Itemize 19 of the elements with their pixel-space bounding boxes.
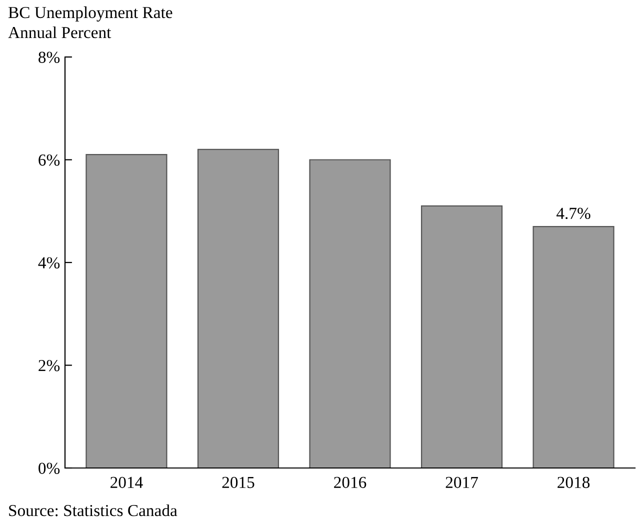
chart-title: BC Unemployment Rate	[8, 6, 172, 22]
bar	[420, 205, 503, 468]
y-tick-label: 0%	[38, 462, 60, 474]
y-tick-label: 4%	[38, 257, 60, 268]
y-tick-label: 8%	[38, 52, 60, 63]
y-tick-label: 6%	[38, 154, 60, 166]
bar	[197, 148, 280, 468]
chart-subtitle: Annual Percent	[8, 26, 112, 38]
y-tick-label: 2%	[38, 360, 60, 372]
x-tick-label: 2016	[334, 476, 366, 488]
x-tick-label: 2015	[222, 476, 254, 488]
bar	[309, 159, 391, 468]
bar	[86, 154, 168, 468]
x-tick-label: 2014	[110, 476, 143, 488]
x-tick-label: 2017	[446, 476, 478, 488]
bar	[532, 226, 614, 468]
data-label: 4.7%	[556, 208, 590, 220]
source-note: Source: Statistics Canada	[9, 504, 178, 516]
x-tick-label: 2018	[558, 476, 590, 488]
